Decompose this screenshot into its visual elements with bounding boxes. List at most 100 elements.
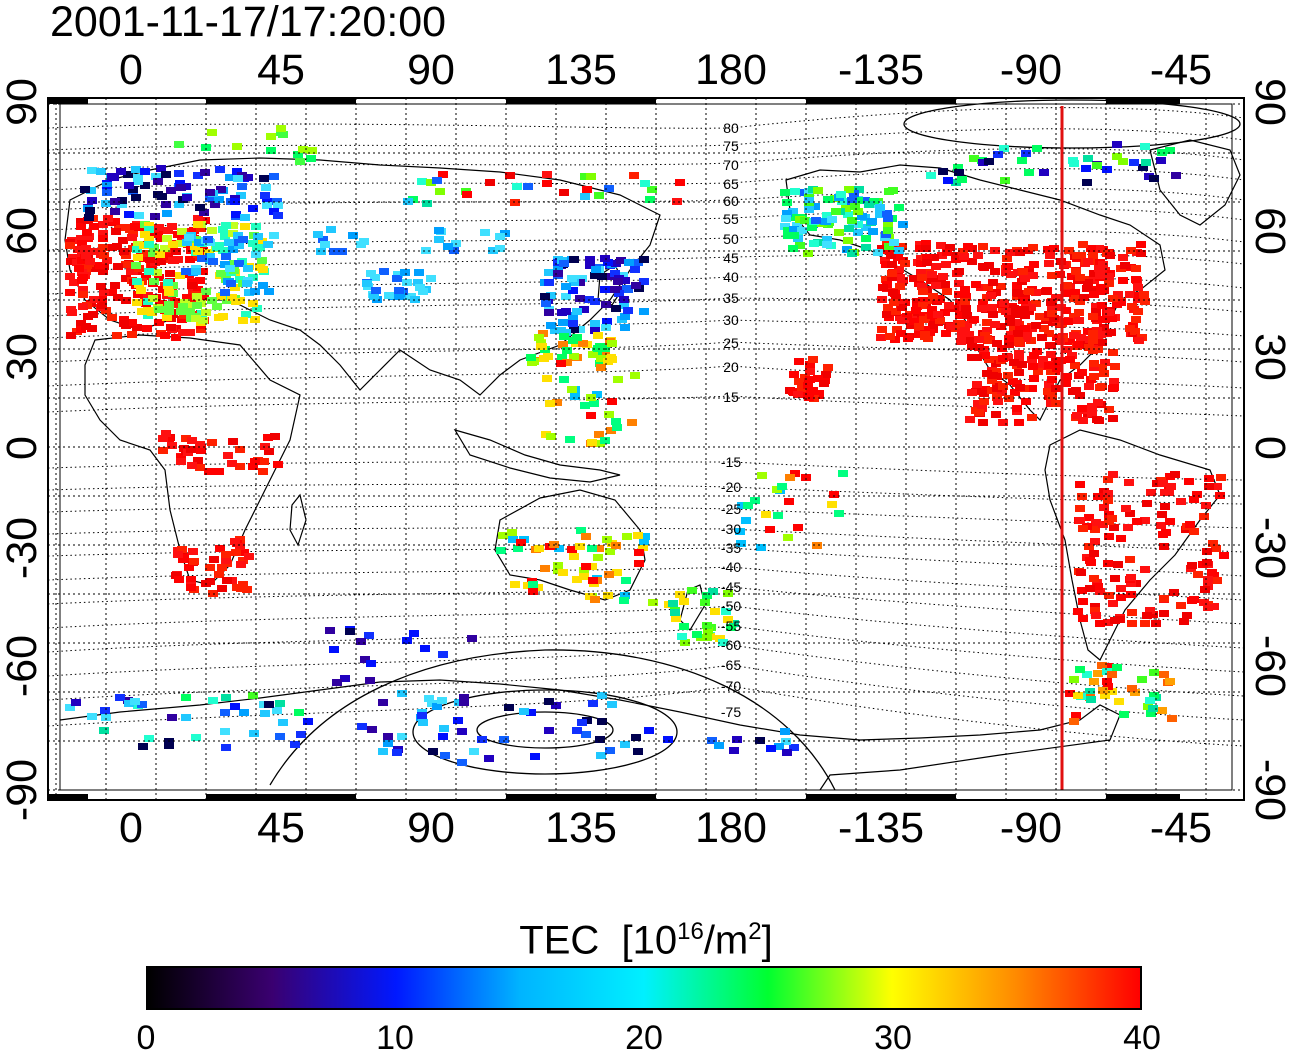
tec-pixel xyxy=(912,303,922,310)
colorbar-unit-exponent-2: 2 xyxy=(748,918,762,945)
tec-pixel xyxy=(1095,620,1105,627)
tec-pixel xyxy=(795,242,805,249)
coastline-greenland xyxy=(1149,139,1241,226)
tec-pixel xyxy=(1010,389,1020,396)
tec-pixel xyxy=(1105,252,1115,259)
tec-pixel xyxy=(131,166,141,173)
tec-pixel xyxy=(941,261,951,268)
tec-pixel xyxy=(214,314,224,321)
tec-pixel xyxy=(421,247,431,254)
tec-pixel xyxy=(185,256,195,263)
tec-pixel xyxy=(1199,599,1209,606)
tec-pixel xyxy=(773,512,783,519)
tec-pixel xyxy=(575,326,585,333)
tec-pixel xyxy=(612,569,622,576)
contour-label: -15 xyxy=(721,454,741,470)
tec-pixel xyxy=(589,400,599,407)
tec-pixel xyxy=(847,197,857,204)
tec-pixel xyxy=(916,260,926,267)
tec-pixel xyxy=(81,245,91,252)
tec-pixel xyxy=(926,277,936,284)
tec-pixel xyxy=(881,231,891,238)
tec-pixel xyxy=(714,742,724,749)
tec-pixel xyxy=(179,312,189,319)
tec-pixel xyxy=(988,311,998,318)
tec-pixel xyxy=(735,528,745,535)
tec-pixel xyxy=(926,297,936,304)
tec-pixel xyxy=(823,364,833,371)
tec-pixel xyxy=(982,335,992,342)
tec-pixel xyxy=(963,243,973,250)
tec-pixel xyxy=(1097,662,1107,669)
tec-pixel xyxy=(1110,617,1120,624)
tec-pixel xyxy=(76,218,86,225)
tec-pixel xyxy=(1063,318,1073,325)
tec-pixel xyxy=(418,719,428,726)
tec-pixel xyxy=(732,736,742,743)
tec-pixel xyxy=(616,257,626,264)
coastline-new-zealand xyxy=(679,584,706,631)
tec-pixel xyxy=(997,345,1007,352)
tec-pixel xyxy=(956,311,966,318)
tec-pixel xyxy=(1077,405,1087,412)
tec-pixel xyxy=(1108,349,1118,356)
tec-pixel xyxy=(610,286,620,293)
tec-pixel xyxy=(275,733,285,740)
tec-pixel xyxy=(702,592,712,599)
tec-pixel xyxy=(230,284,240,291)
tec-pixel xyxy=(620,741,630,748)
tec-pixel xyxy=(189,558,199,565)
tec-pixel xyxy=(936,242,946,249)
tec-pixel xyxy=(76,223,86,230)
tec-pixel xyxy=(1065,356,1075,363)
tec-pixel xyxy=(258,468,268,475)
contour-label: -55 xyxy=(721,618,741,634)
tec-pixel xyxy=(639,256,649,263)
tec-pixel xyxy=(891,294,901,301)
tec-pixel xyxy=(1044,330,1054,337)
tec-pixel xyxy=(217,564,227,571)
tec-pixel xyxy=(1200,586,1210,593)
tec-pixel xyxy=(757,472,767,479)
tec-pixel xyxy=(1077,587,1087,594)
tec-pixel xyxy=(1100,359,1110,366)
lat-tick-right: -60 xyxy=(1246,635,1292,697)
contour-label: 70 xyxy=(723,157,739,173)
tec-pixel xyxy=(875,211,885,218)
tec-pixel xyxy=(150,213,160,220)
tec-pixel xyxy=(141,273,151,280)
tec-pixel xyxy=(243,174,253,181)
tec-pixel xyxy=(144,268,154,275)
tec-pixel xyxy=(1119,711,1129,718)
tec-pixel xyxy=(171,334,181,341)
tec-pixel xyxy=(1125,510,1135,517)
contour-label: -25 xyxy=(721,501,741,517)
tec-pixel xyxy=(127,234,137,241)
tec-pixel xyxy=(81,252,91,259)
tec-pixel xyxy=(648,599,658,606)
tec-pixel xyxy=(293,151,303,158)
tec-pixel xyxy=(1029,261,1039,268)
tec-pixel xyxy=(1099,504,1109,511)
tec-pixel xyxy=(205,564,215,571)
tec-pixel xyxy=(827,216,837,223)
tec-pixel xyxy=(71,699,81,706)
tec-pixel xyxy=(1070,289,1080,296)
tec-pixel xyxy=(811,217,821,224)
tec-pixel xyxy=(200,217,210,224)
tec-pixel xyxy=(1103,663,1113,670)
tec-pixel xyxy=(1035,313,1045,320)
tec-pixel xyxy=(600,286,610,293)
tec-pixel xyxy=(1015,249,1025,256)
tec-pixel xyxy=(954,268,964,275)
tec-pixel xyxy=(208,258,218,265)
tec-pixel xyxy=(726,624,736,631)
tec-pixel xyxy=(132,299,142,306)
tec-pixel xyxy=(850,203,860,210)
tec-pixel xyxy=(895,274,905,281)
tec-pixel xyxy=(383,733,393,740)
tec-pixel xyxy=(611,305,621,312)
tec-pixel xyxy=(249,730,259,737)
tec-pixel xyxy=(1088,337,1098,344)
tec-pixel xyxy=(1203,576,1213,583)
